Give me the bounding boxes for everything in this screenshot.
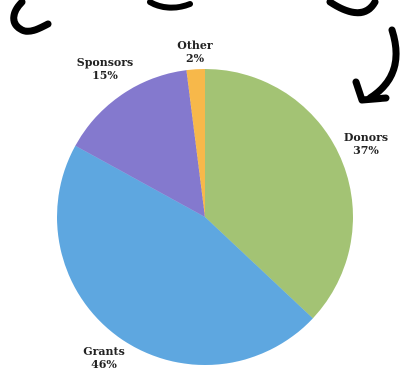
arrow-icon — [366, 26, 400, 102]
pie-slices — [56, 69, 353, 366]
pie-slice-other — [186, 69, 205, 217]
slice-percent-grants: 46% — [91, 358, 117, 371]
slice-percent-sponsors: 15% — [92, 69, 118, 82]
pie-slice-grants — [56, 145, 313, 366]
slice-label-donors: Donors — [344, 131, 388, 144]
slice-label-other: Other — [177, 39, 213, 52]
pie-slice-donors — [205, 69, 353, 319]
slice-percent-other: 2% — [186, 52, 205, 65]
arrow-head-icon — [352, 78, 390, 104]
slice-label-grants: Grants — [83, 345, 125, 358]
decorative-swirl-right — [326, 0, 379, 17]
decorative-swirl-left — [10, 0, 52, 35]
decorative-swirl-top — [147, 0, 193, 11]
slice-percent-donors: 37% — [353, 144, 379, 157]
pie-slice-sponsors — [75, 70, 205, 217]
slice-label-sponsors: Sponsors — [77, 56, 134, 69]
